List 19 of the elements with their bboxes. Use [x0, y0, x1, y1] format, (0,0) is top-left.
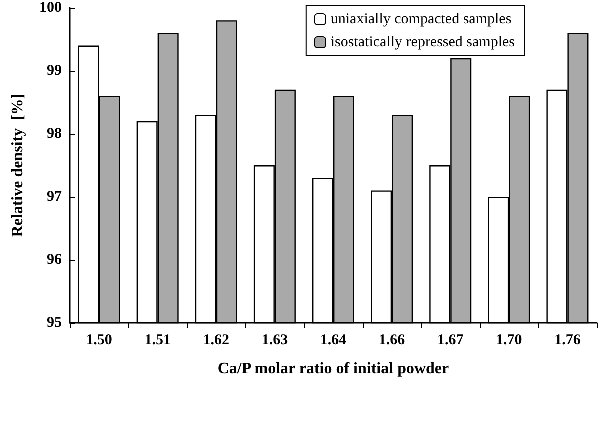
- x-tick-label: 1.70: [496, 332, 522, 348]
- y-tick-label: 97: [47, 189, 62, 205]
- y-tick-label: 95: [47, 315, 62, 331]
- x-tick-label: 1.51: [144, 332, 171, 348]
- x-tick-label: 1.63: [262, 332, 288, 348]
- x-tick-label: 1.62: [203, 332, 230, 348]
- y-tick-label: 96: [47, 252, 62, 268]
- x-tick-label: 1.66: [378, 332, 406, 348]
- y-tick-label: 98: [47, 126, 62, 142]
- y-axis-title: Relative density [%]: [10, 94, 26, 238]
- x-tick-label: 1.64: [320, 332, 348, 348]
- legend-label: isostatically repressed samples: [330, 34, 516, 50]
- x-tick-label: 1.50: [86, 332, 112, 348]
- x-axis-title: Ca/P molar ratio of initial powder: [218, 360, 450, 378]
- x-tick-label: 1.67: [437, 332, 464, 348]
- y-tick-label: 99: [47, 63, 62, 79]
- y-tick-label: 100: [40, 0, 62, 16]
- x-tick-label: 1.76: [554, 332, 582, 348]
- legend-label: uniaxially compacted samples: [330, 12, 512, 28]
